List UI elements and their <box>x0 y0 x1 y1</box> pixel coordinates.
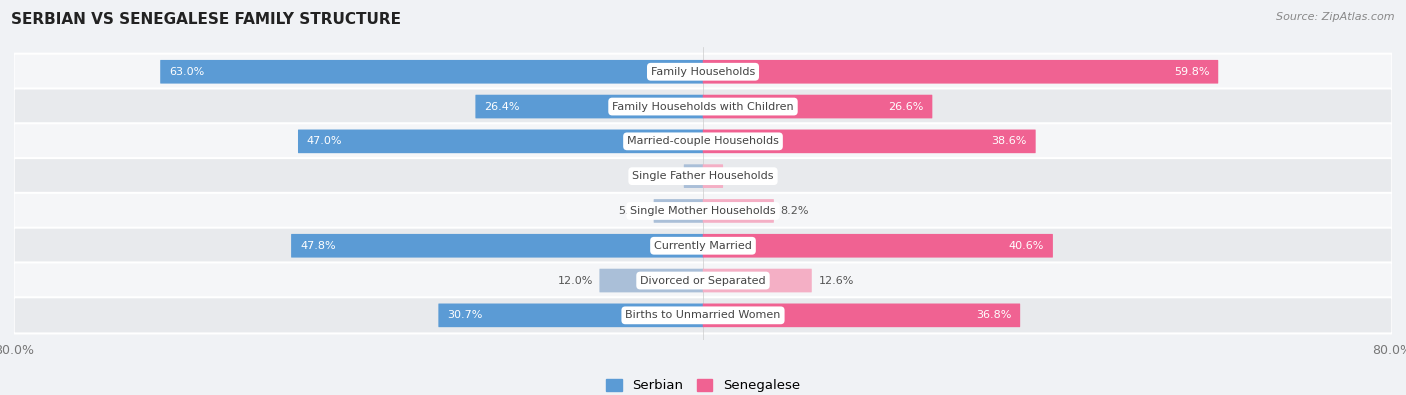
Legend: Serbian, Senegalese: Serbian, Senegalese <box>600 373 806 395</box>
Text: SERBIAN VS SENEGALESE FAMILY STRUCTURE: SERBIAN VS SENEGALESE FAMILY STRUCTURE <box>11 12 401 27</box>
FancyBboxPatch shape <box>14 262 1392 299</box>
FancyBboxPatch shape <box>703 95 932 118</box>
FancyBboxPatch shape <box>14 228 1392 264</box>
FancyBboxPatch shape <box>703 130 1036 153</box>
FancyBboxPatch shape <box>475 95 703 118</box>
FancyBboxPatch shape <box>14 297 1392 333</box>
FancyBboxPatch shape <box>439 303 703 327</box>
FancyBboxPatch shape <box>14 123 1392 160</box>
Text: Family Households with Children: Family Households with Children <box>612 102 794 111</box>
Text: 26.6%: 26.6% <box>889 102 924 111</box>
FancyBboxPatch shape <box>599 269 703 292</box>
Text: 40.6%: 40.6% <box>1008 241 1045 251</box>
Text: 47.0%: 47.0% <box>307 136 342 147</box>
Text: Currently Married: Currently Married <box>654 241 752 251</box>
Text: 12.0%: 12.0% <box>557 276 593 286</box>
Text: Family Households: Family Households <box>651 67 755 77</box>
FancyBboxPatch shape <box>14 193 1392 229</box>
Text: Married-couple Households: Married-couple Households <box>627 136 779 147</box>
Text: 59.8%: 59.8% <box>1174 67 1209 77</box>
FancyBboxPatch shape <box>654 199 703 223</box>
Text: 38.6%: 38.6% <box>991 136 1026 147</box>
FancyBboxPatch shape <box>703 164 723 188</box>
Text: Source: ZipAtlas.com: Source: ZipAtlas.com <box>1277 12 1395 22</box>
FancyBboxPatch shape <box>14 88 1392 125</box>
FancyBboxPatch shape <box>14 54 1392 90</box>
Text: Single Mother Households: Single Mother Households <box>630 206 776 216</box>
FancyBboxPatch shape <box>14 158 1392 194</box>
Text: Births to Unmarried Women: Births to Unmarried Women <box>626 310 780 320</box>
Text: 12.6%: 12.6% <box>818 276 853 286</box>
FancyBboxPatch shape <box>160 60 703 84</box>
FancyBboxPatch shape <box>703 60 1218 84</box>
FancyBboxPatch shape <box>703 234 1053 258</box>
FancyBboxPatch shape <box>703 303 1021 327</box>
Text: Divorced or Separated: Divorced or Separated <box>640 276 766 286</box>
Text: 26.4%: 26.4% <box>484 102 520 111</box>
Text: 47.8%: 47.8% <box>299 241 336 251</box>
Text: 2.3%: 2.3% <box>730 171 758 181</box>
Text: 30.7%: 30.7% <box>447 310 482 320</box>
FancyBboxPatch shape <box>291 234 703 258</box>
Text: 36.8%: 36.8% <box>976 310 1011 320</box>
Text: 5.7%: 5.7% <box>619 206 647 216</box>
Text: 8.2%: 8.2% <box>780 206 808 216</box>
FancyBboxPatch shape <box>703 269 811 292</box>
FancyBboxPatch shape <box>683 164 703 188</box>
FancyBboxPatch shape <box>298 130 703 153</box>
Text: Single Father Households: Single Father Households <box>633 171 773 181</box>
Text: 63.0%: 63.0% <box>169 67 204 77</box>
Text: 2.2%: 2.2% <box>648 171 678 181</box>
FancyBboxPatch shape <box>703 199 773 223</box>
